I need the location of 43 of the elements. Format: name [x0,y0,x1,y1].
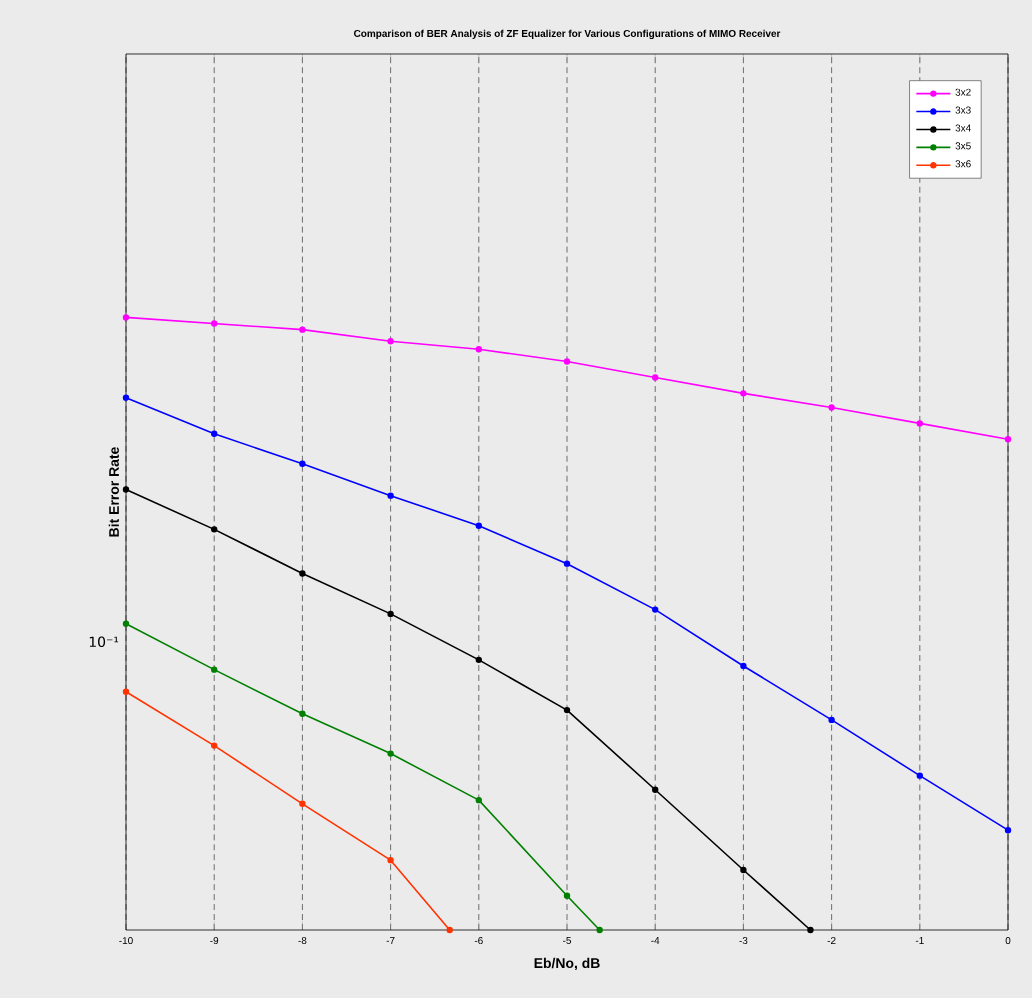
point [1004,826,1012,834]
point [387,492,394,499]
point [387,750,394,757]
point [122,486,130,493]
point [740,866,747,874]
point [740,662,747,670]
point [387,856,394,864]
point [652,606,659,613]
point [299,326,306,333]
point [916,420,923,427]
point [299,570,306,577]
point [740,390,747,397]
point [387,610,394,618]
point [596,926,603,934]
point [122,620,130,627]
point [475,346,482,353]
point [122,688,130,695]
point [211,526,218,533]
point [828,716,835,724]
point [828,404,835,411]
point [211,742,218,749]
point [916,772,923,779]
point [211,666,218,673]
point [563,892,571,899]
point [211,320,218,327]
point [1004,436,1012,443]
point [475,656,482,664]
point [475,796,482,804]
point [446,926,453,934]
point [299,710,306,717]
point [387,338,394,345]
point [299,460,306,467]
point [563,358,571,365]
point [122,394,130,401]
point [652,786,659,793]
point [211,430,218,437]
point [652,374,659,381]
point [122,314,130,321]
point [563,560,571,567]
point [299,800,306,807]
point [475,522,482,529]
point [807,926,814,934]
point [563,706,571,714]
